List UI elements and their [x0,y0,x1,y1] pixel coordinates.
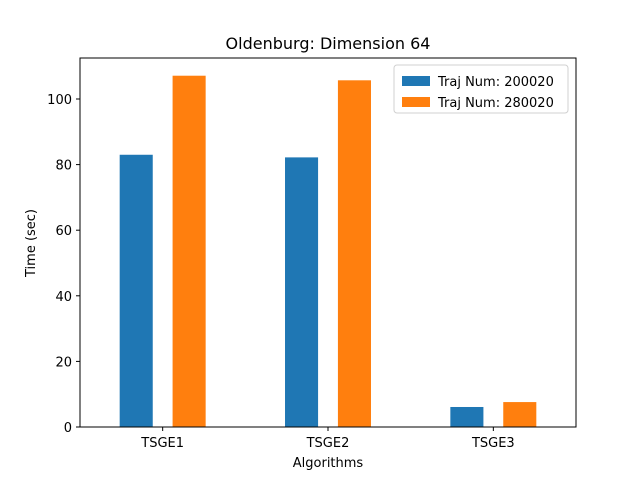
y-tick-label: 40 [55,290,72,305]
legend-swatch-2 [402,97,430,107]
plot-area: TSGE1 TSGE2 TSGE3 0 20 40 60 80 100 [47,75,537,451]
x-tick-label: TSGE2 [306,436,350,451]
bar-tsge3-series-2 [503,402,537,427]
bar-tsge3-series-1 [450,406,484,427]
plot-frame [79,57,577,428]
legend-swatch-1 [402,76,430,86]
y-tick-label: 60 [55,224,72,239]
x-axis-label: Algorithms [293,456,364,471]
chart-title: Oldenburg: Dimension 64 [226,34,431,53]
legend-box [393,64,569,114]
y-tick-label: 0 [64,421,72,436]
bar-tsge2-series-2 [337,80,371,427]
legend: Traj Num: 200020 Traj Num: 280020 [393,64,569,114]
legend-label-2: Traj Num: 280020 [437,96,554,111]
y-tick-label: 20 [55,355,72,370]
y-axis-label: Time (sec) [24,209,39,278]
bar-tsge1-series-1 [119,154,153,427]
x-tick-label: TSGE3 [471,436,515,451]
y-tick-label: 100 [47,93,72,108]
legend-label-1: Traj Num: 200020 [437,75,554,90]
bar-tsge2-series-1 [285,157,319,427]
y-tick-label: 80 [55,159,72,174]
bar-tsge1-series-2 [172,75,206,427]
x-tick-label: TSGE1 [140,436,184,451]
